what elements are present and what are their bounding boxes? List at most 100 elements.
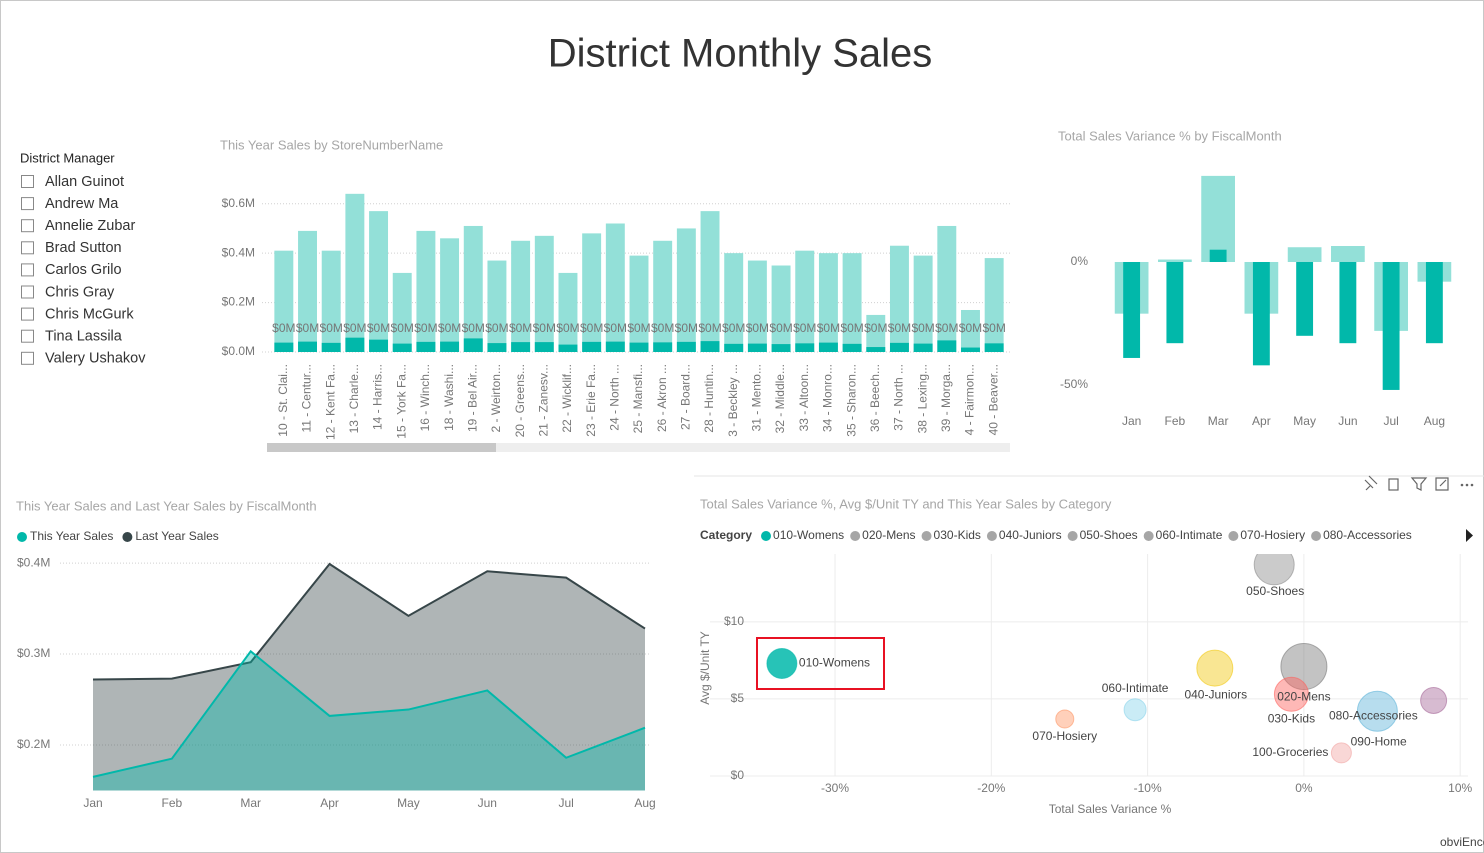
bar[interactable] <box>463 225 483 352</box>
bar[interactable] <box>724 343 744 352</box>
bubble[interactable] <box>1420 686 1448 714</box>
bar[interactable] <box>700 211 720 352</box>
bar[interactable] <box>298 341 317 352</box>
bar[interactable] <box>842 253 862 352</box>
bar[interactable] <box>629 342 649 352</box>
bar[interactable] <box>913 255 933 352</box>
bar[interactable] <box>984 343 1004 352</box>
bar[interactable] <box>984 258 1004 352</box>
bar[interactable] <box>298 230 317 352</box>
focus-icon[interactable] <box>1435 477 1449 491</box>
legend-marker[interactable] <box>17 532 27 542</box>
bubble[interactable] <box>1253 545 1295 586</box>
slicer-checkbox[interactable] <box>21 351 34 365</box>
slicer-checkbox[interactable] <box>21 285 34 299</box>
legend-label[interactable]: 080-Accessories <box>1323 528 1412 542</box>
slicer-item[interactable]: Chris Gray <box>45 284 115 300</box>
bar[interactable] <box>440 341 460 352</box>
bar[interactable] <box>700 341 720 352</box>
bar[interactable] <box>392 343 412 352</box>
bubble[interactable] <box>766 647 798 679</box>
bar[interactable] <box>1123 261 1141 358</box>
bubble[interactable] <box>1280 643 1328 691</box>
bubble[interactable] <box>1273 676 1309 712</box>
legend-marker[interactable] <box>1067 531 1078 541</box>
legend-label[interactable]: 030-Kids <box>934 528 981 542</box>
bar[interactable] <box>653 240 673 352</box>
bar[interactable] <box>937 340 957 352</box>
bar[interactable] <box>511 240 531 352</box>
legend-marker[interactable] <box>921 531 932 541</box>
bubble[interactable] <box>1356 690 1398 732</box>
bar[interactable] <box>558 344 578 352</box>
bar[interactable] <box>842 343 862 352</box>
bar[interactable] <box>392 272 412 352</box>
bar[interactable] <box>818 342 838 352</box>
bar[interactable] <box>1331 246 1365 262</box>
slicer-item[interactable]: Tina Lassila <box>45 329 123 345</box>
bar[interactable] <box>1166 261 1184 344</box>
bar[interactable] <box>747 343 767 352</box>
filter-icon[interactable] <box>1410 477 1428 491</box>
legend-marker[interactable] <box>986 531 997 541</box>
bubble[interactable] <box>1196 649 1234 687</box>
legend-marker[interactable] <box>122 532 133 542</box>
bar[interactable] <box>511 342 531 352</box>
pin-icon[interactable] <box>1364 475 1378 491</box>
copy-icon[interactable] <box>1388 478 1399 491</box>
bar[interactable] <box>676 341 696 352</box>
slicer-checkbox[interactable] <box>21 175 34 188</box>
bar[interactable] <box>795 250 815 352</box>
bar[interactable] <box>771 265 791 353</box>
slicer-item[interactable]: Valery Ushakov <box>45 351 146 367</box>
bar[interactable] <box>369 211 389 352</box>
bar[interactable] <box>1382 261 1400 390</box>
bar[interactable] <box>818 253 838 352</box>
bar[interactable] <box>605 223 625 352</box>
slicer-checkbox[interactable] <box>21 241 34 255</box>
more-icon[interactable] <box>1460 483 1474 487</box>
bar[interactable] <box>889 245 909 352</box>
legend-marker[interactable] <box>761 531 772 541</box>
slicer-checkbox[interactable] <box>21 263 34 277</box>
bubble[interactable] <box>1055 709 1075 729</box>
bar[interactable] <box>676 228 696 352</box>
bar[interactable] <box>724 253 744 352</box>
bar[interactable] <box>440 238 460 352</box>
bar[interactable] <box>795 343 815 352</box>
bar[interactable] <box>1252 261 1270 366</box>
slicer-checkbox[interactable] <box>21 197 34 211</box>
bar[interactable] <box>416 230 436 352</box>
bar[interactable] <box>771 344 791 352</box>
bar[interactable] <box>534 342 554 352</box>
slicer-item[interactable]: Allan Guinot <box>45 174 124 190</box>
bar[interactable] <box>416 341 436 352</box>
bar[interactable] <box>1287 247 1322 262</box>
bar[interactable] <box>937 225 957 352</box>
bar[interactable] <box>1158 259 1192 262</box>
bubble[interactable] <box>1123 698 1147 722</box>
bar[interactable] <box>889 342 909 352</box>
legend-label[interactable]: 060-Intimate <box>1156 528 1223 542</box>
bar[interactable] <box>913 343 933 352</box>
slicer-checkbox[interactable] <box>21 307 34 321</box>
bar[interactable] <box>487 343 507 352</box>
legend-label[interactable]: Last Year Sales <box>135 529 218 543</box>
legend-marker[interactable] <box>1228 531 1239 541</box>
bar[interactable] <box>629 255 649 352</box>
slicer-checkbox[interactable] <box>21 329 34 343</box>
slicer-item[interactable]: Brad Sutton <box>45 240 122 256</box>
legend-label[interactable]: 020-Mens <box>862 528 915 542</box>
slicer-checkbox[interactable] <box>21 219 34 233</box>
bar[interactable] <box>747 260 767 352</box>
bar[interactable] <box>961 309 980 352</box>
bar[interactable] <box>345 193 365 352</box>
bar[interactable] <box>1425 261 1443 344</box>
bar[interactable] <box>866 347 886 352</box>
bar[interactable] <box>463 338 483 352</box>
bar[interactable] <box>534 235 554 352</box>
bar[interactable] <box>1339 261 1357 344</box>
legend-label[interactable]: 040-Juniors <box>999 528 1062 542</box>
bar[interactable] <box>1209 249 1227 262</box>
slicer-item[interactable]: Andrew Ma <box>45 196 119 212</box>
